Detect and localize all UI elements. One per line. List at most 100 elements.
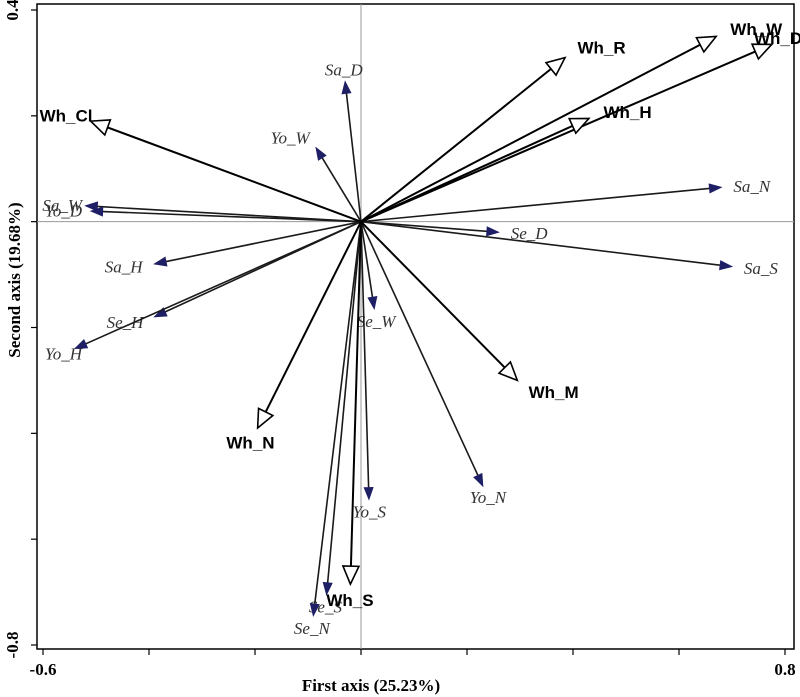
species-arrowhead: [89, 206, 104, 217]
species-vector: Yo_S: [353, 221, 387, 521]
species-arrowhead: [708, 183, 723, 194]
y-tick-label: -0.8: [3, 632, 22, 659]
y-tick-label: 0.4: [3, 0, 22, 21]
x-axis-title: First axis (25.23%): [302, 676, 440, 695]
axis-ticks: [31, 9, 786, 655]
species-arrowhead: [363, 486, 374, 501]
species-label: Sa_D: [325, 61, 364, 80]
environment-arrowhead: [544, 56, 567, 77]
species-vector-shaft: [102, 210, 362, 223]
environment-vector: Wh_N: [226, 221, 362, 452]
species-arrowhead: [315, 146, 327, 161]
tick-labels: -0.6 0.8 0.4 -0.8: [3, 0, 796, 679]
species-label: Yo_S: [353, 502, 387, 521]
environment-vector: Wh_S: [326, 221, 374, 610]
environment-arrowhead: [256, 407, 275, 430]
environment-vector-shaft: [264, 221, 362, 413]
species-vectors: Sa_D Yo_W Sa_WYo_D Sa_H Se_H Yo_H Sa_N Se_D Sa_S…: [42, 61, 778, 638]
species-vector: Sa_H: [105, 220, 362, 276]
species-vector: Se_D: [360, 220, 549, 243]
species-vector-shaft: [85, 220, 362, 345]
species-vector: Yo_W: [271, 128, 362, 223]
species-vector-shaft: [360, 221, 374, 298]
y-axis-title: Second axis (19.68%): [5, 202, 24, 357]
species-vector: Yo_H: [45, 220, 362, 364]
species-label: Se_D: [511, 224, 549, 243]
species-arrowhead: [341, 80, 352, 95]
species-label: Sa_W: [42, 196, 84, 215]
species-label: Se_W: [357, 312, 398, 331]
species-vector-shaft: [360, 220, 721, 266]
environment-label: Wh_D: [754, 29, 800, 48]
environment-label: Wh_S: [326, 591, 373, 610]
species-vector: Se_W: [357, 221, 398, 331]
species-label: Yo_D: [45, 202, 83, 221]
environment-label: Wh_R: [578, 39, 626, 58]
species-vector: Sa_W: [42, 196, 362, 223]
environment-arrowhead: [88, 119, 112, 137]
environment-arrowhead: [695, 35, 718, 54]
species-arrowhead: [73, 338, 89, 350]
environment-label: Wh_N: [226, 433, 274, 452]
species-arrowhead: [473, 472, 484, 488]
species-vector-shaft: [345, 93, 362, 222]
species-vector-shaft: [326, 221, 362, 583]
environment-arrowhead: [567, 117, 591, 135]
environment-vector-shaft: [360, 220, 506, 369]
environment-vector: Wh_Cl: [40, 107, 362, 223]
environment-vector-shaft: [360, 43, 701, 223]
species-label: Se_N: [294, 619, 332, 638]
species-label: Yo_N: [470, 488, 508, 507]
environment-label: Wh_W: [730, 20, 783, 39]
species-vector: Sa_N: [360, 177, 772, 223]
species-arrowhead: [309, 602, 320, 618]
environment-vector: Wh_R: [360, 39, 626, 223]
species-vector-shaft: [360, 187, 710, 223]
species-label: Yo_W: [271, 128, 312, 147]
species-vector: Se_S: [309, 221, 362, 617]
species-vector-shaft: [165, 220, 362, 263]
species-arrowhead: [486, 226, 500, 237]
environment-label: Wh_M: [529, 383, 579, 402]
species-arrowhead: [84, 201, 99, 212]
environment-arrowhead: [341, 565, 361, 587]
x-tick-label: 0.8: [774, 660, 795, 679]
environment-vector: Wh_W: [360, 20, 783, 223]
environment-vector: Wh_H: [360, 103, 652, 223]
environment-arrowhead: [750, 43, 774, 61]
environment-label: Wh_H: [603, 103, 651, 122]
species-vector: Yo_N: [360, 221, 508, 507]
environment-vector-shaft: [107, 126, 362, 223]
environment-label: Wh_Cl: [40, 107, 93, 126]
species-vector: Sa_S: [360, 220, 779, 278]
environment-vector: Wh_D: [360, 29, 800, 223]
environment-vector: Wh_M: [360, 220, 579, 402]
x-tick-label: -0.6: [30, 660, 57, 679]
species-label: Sa_H: [105, 257, 145, 276]
species-arrowhead: [153, 307, 168, 318]
species-vector-shaft: [360, 221, 370, 488]
species-vector: Yo_D: [45, 202, 362, 223]
environment-arrowhead: [497, 360, 519, 382]
plot-frame: [36, 3, 795, 650]
species-arrowhead: [719, 260, 734, 271]
environment-vectors: Wh_WWh_D Wh_R Wh_H Wh_Cl Wh_M Wh_N Wh_S: [40, 20, 800, 610]
species-label: Se_H: [107, 313, 146, 332]
species-label: Se_S: [309, 598, 343, 617]
species-arrowhead: [322, 581, 333, 596]
species-vector-shaft: [321, 157, 362, 223]
species-label: Yo_H: [45, 345, 84, 364]
species-vector-shaft: [97, 205, 362, 223]
environment-vector-shaft: [360, 68, 552, 223]
species-vector-shaft: [360, 220, 487, 233]
species-arrowhead: [153, 256, 168, 267]
species-arrowhead: [367, 295, 378, 311]
environment-vector-shaft: [360, 50, 756, 223]
environment-vector-shaft: [360, 124, 573, 223]
environment-vector-shaft: [349, 221, 362, 567]
species-vector-shaft: [360, 221, 479, 476]
species-label: Sa_S: [744, 259, 779, 278]
species-vector-shaft: [313, 221, 362, 605]
species-vector: Sa_D: [325, 61, 364, 222]
